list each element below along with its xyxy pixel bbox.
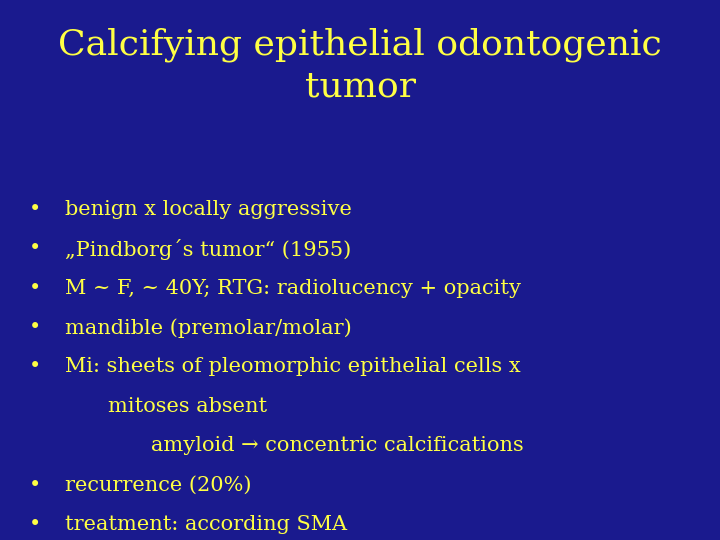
Text: •: • [29,279,41,298]
Text: treatment: according SMA: treatment: according SMA [65,515,347,534]
Text: •: • [29,239,41,258]
Text: Calcifying epithelial odontogenic
tumor: Calcifying epithelial odontogenic tumor [58,27,662,104]
Text: amyloid → concentric calcifications: amyloid → concentric calcifications [151,436,524,455]
Text: benign x locally aggressive: benign x locally aggressive [65,200,351,219]
Text: •: • [29,200,41,219]
Text: •: • [29,515,41,534]
Text: „Pindborg´s tumor“ (1955): „Pindborg´s tumor“ (1955) [65,239,351,260]
Text: M ~ F, ~ 40Y; RTG: radiolucency + opacity: M ~ F, ~ 40Y; RTG: radiolucency + opacit… [65,279,521,298]
Text: Mi: sheets of pleomorphic epithelial cells x: Mi: sheets of pleomorphic epithelial cel… [65,357,521,376]
Text: mandible (premolar/molar): mandible (premolar/molar) [65,318,351,338]
Text: mitoses absent: mitoses absent [108,397,267,416]
Text: •: • [29,318,41,337]
Text: recurrence (20%): recurrence (20%) [65,476,251,495]
Text: •: • [29,357,41,376]
Text: •: • [29,476,41,495]
